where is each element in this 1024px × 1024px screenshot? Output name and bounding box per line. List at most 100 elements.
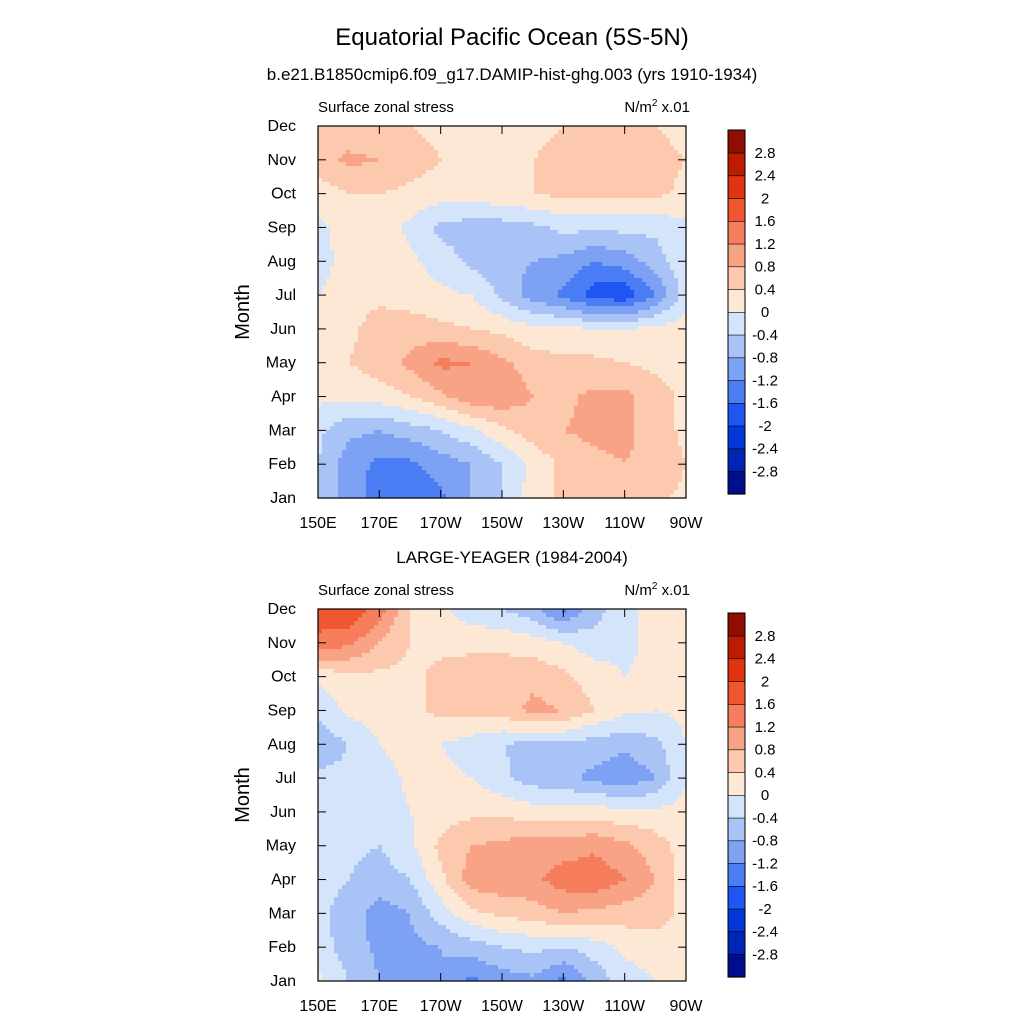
field-cell — [574, 258, 579, 263]
field-cell — [494, 214, 499, 219]
field-cell — [386, 222, 391, 227]
field-cell — [342, 326, 347, 331]
field-cell — [382, 266, 387, 271]
field-cell — [678, 326, 683, 331]
field-cell — [546, 222, 551, 227]
field-cell — [562, 186, 567, 191]
field-cell — [674, 130, 679, 135]
field-cell — [378, 166, 383, 171]
field-cell — [482, 266, 487, 271]
field-cell — [358, 334, 363, 339]
field-cell — [382, 202, 387, 207]
field-cell — [330, 130, 335, 135]
field-cell — [642, 190, 647, 195]
field-cell — [326, 254, 331, 259]
field-cell — [574, 138, 579, 143]
field-cell — [394, 338, 399, 343]
field-cell — [354, 274, 359, 279]
field-cell — [582, 146, 587, 151]
field-cell — [358, 170, 363, 175]
field-cell — [582, 246, 587, 251]
field-cell — [538, 142, 543, 147]
field-cell — [518, 170, 523, 175]
field-cell — [418, 298, 423, 303]
field-cell — [606, 182, 611, 187]
field-cell — [346, 138, 351, 143]
field-cell — [614, 214, 619, 219]
field-cell — [506, 198, 511, 203]
field-cell — [334, 334, 339, 339]
field-cell — [338, 290, 343, 295]
field-cell — [678, 290, 683, 295]
field-cell — [550, 330, 555, 335]
field-cell — [466, 282, 471, 287]
field-cell — [326, 206, 331, 211]
field-cell — [534, 266, 539, 271]
field-cell — [562, 250, 567, 255]
field-cell — [582, 226, 587, 231]
field-cell — [658, 290, 663, 295]
field-cell — [394, 242, 399, 247]
field-cell — [654, 306, 659, 311]
field-cell — [510, 330, 515, 335]
field-cell — [650, 130, 655, 135]
field-cell — [386, 126, 391, 131]
field-cell — [646, 234, 651, 239]
field-cell — [334, 278, 339, 283]
field-cell — [634, 134, 639, 139]
field-cell — [466, 310, 471, 315]
field-cell — [542, 146, 547, 151]
field-cell — [606, 266, 611, 271]
field-cell — [522, 126, 527, 131]
field-cell — [422, 126, 427, 131]
field-cell — [434, 286, 439, 291]
field-cell — [630, 126, 635, 131]
field-cell — [558, 170, 563, 175]
field-cell — [354, 254, 359, 259]
field-cell — [366, 274, 371, 279]
field-cell — [318, 250, 323, 255]
field-cell — [670, 218, 675, 223]
field-cell — [510, 126, 515, 131]
field-cell — [330, 330, 335, 335]
field-cell — [614, 134, 619, 139]
field-cell — [610, 126, 615, 131]
field-cell — [410, 170, 415, 175]
field-cell — [450, 298, 455, 303]
field-cell — [522, 198, 527, 203]
field-cell — [414, 326, 419, 331]
field-cell — [334, 242, 339, 247]
field-cell — [342, 146, 347, 151]
field-cell — [374, 262, 379, 267]
field-cell — [386, 298, 391, 303]
field-cell — [442, 278, 447, 283]
field-cell — [506, 306, 511, 311]
field-cell — [414, 258, 419, 263]
field-cell — [366, 178, 371, 183]
field-cell — [478, 246, 483, 251]
field-cell — [522, 222, 527, 227]
field-cell — [430, 218, 435, 223]
field-cell — [350, 314, 355, 319]
field-cell — [666, 310, 671, 315]
field-cell — [526, 294, 531, 299]
field-cell — [618, 190, 623, 195]
field-cell — [550, 162, 555, 167]
field-cell — [322, 330, 327, 335]
field-cell — [578, 150, 583, 155]
field-cell — [482, 214, 487, 219]
field-cell — [370, 258, 375, 263]
field-cell — [522, 274, 527, 279]
field-cell — [378, 294, 383, 299]
field-cell — [650, 306, 655, 311]
field-cell — [634, 338, 639, 343]
field-cell — [414, 158, 419, 163]
field-cell — [374, 170, 379, 175]
field-cell — [546, 150, 551, 155]
field-cell — [666, 254, 671, 259]
field-cell — [450, 214, 455, 219]
field-cell — [462, 206, 467, 211]
field-cell — [458, 126, 463, 131]
field-cell — [498, 222, 503, 227]
field-cell — [434, 162, 439, 167]
